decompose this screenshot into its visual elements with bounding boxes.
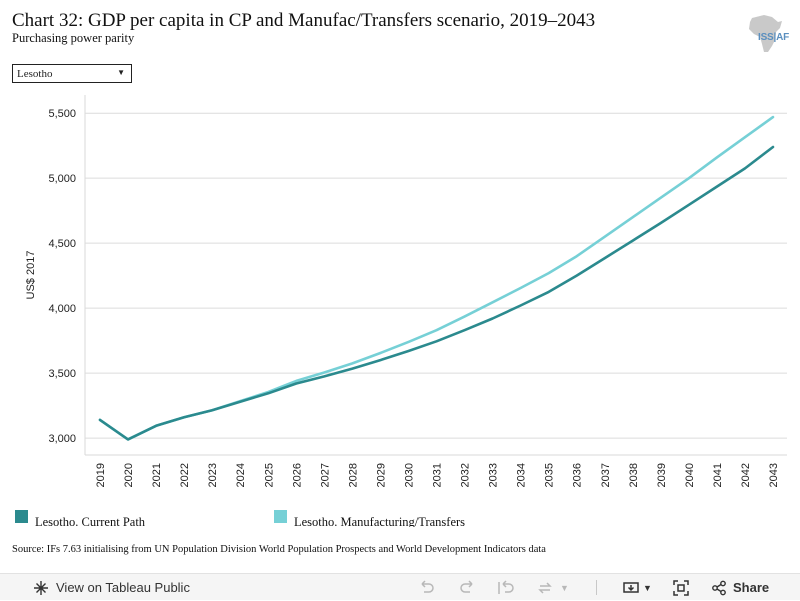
revert-icon xyxy=(498,579,514,594)
y-tick-label: 4,000 xyxy=(48,303,76,315)
refresh-button[interactable]: ▼ xyxy=(536,574,569,601)
chart-title: Chart 32: GDP per capita in CP and Manuf… xyxy=(12,10,596,31)
x-tick-label: 2035 xyxy=(544,463,556,487)
x-tick-label: 2028 xyxy=(347,463,359,487)
country-dropdown-value: Lesotho xyxy=(17,68,53,80)
share-icon xyxy=(712,580,726,595)
x-tick-label: 2025 xyxy=(263,463,275,487)
tableau-toolbar: View on Tableau Public ▼ ▼ xyxy=(0,573,800,600)
x-tick-label: 2026 xyxy=(291,463,303,487)
x-tick-label: 2041 xyxy=(712,463,724,487)
view-on-tableau-button[interactable]: View on Tableau Public xyxy=(33,574,190,601)
y-tick-label: 5,500 xyxy=(48,108,76,120)
series-line-current-path[interactable] xyxy=(98,145,775,441)
share-label: Share xyxy=(733,580,770,595)
series-lines xyxy=(98,115,775,441)
x-tick-label: 2023 xyxy=(207,463,219,487)
logo-text: ISS|AF xyxy=(758,32,790,43)
x-tick-label: 2024 xyxy=(235,463,247,487)
fullscreen-icon xyxy=(673,579,689,596)
series-line-manufacturing-transfers[interactable] xyxy=(98,115,775,441)
x-tick-label: 2040 xyxy=(684,463,696,487)
x-tick-label: 2038 xyxy=(628,463,640,487)
x-tick-label: 2036 xyxy=(572,463,584,487)
legend-swatch xyxy=(15,510,28,523)
fullscreen-button[interactable] xyxy=(673,574,689,601)
issafrica-logo xyxy=(749,15,782,52)
x-tick-label: 2030 xyxy=(403,463,415,487)
refresh-icon xyxy=(538,581,552,594)
view-on-tableau-label: View on Tableau Public xyxy=(56,580,190,595)
x-tick-label: 2021 xyxy=(151,463,163,487)
x-tick-label: 2039 xyxy=(656,463,668,487)
y-tick-label: 3,000 xyxy=(48,433,76,445)
chevron-down-icon: ▼ xyxy=(643,582,652,593)
y-tick-label: 5,000 xyxy=(48,173,76,185)
download-button[interactable]: ▼ xyxy=(622,574,652,601)
undo-icon xyxy=(421,579,434,593)
toolbar-divider xyxy=(596,580,597,595)
y-tick-label: 3,500 xyxy=(48,368,76,380)
chevron-down-icon: ▼ xyxy=(560,582,569,593)
redo-button[interactable] xyxy=(458,574,476,601)
legend-label: Lesotho. Manufacturing/Transfers xyxy=(294,515,466,527)
x-tick-label: 2043 xyxy=(768,463,780,487)
download-icon xyxy=(623,581,639,593)
gridlines xyxy=(84,95,787,456)
x-tick-label: 2032 xyxy=(460,463,472,487)
legend: Lesotho. Current Path Lesotho. Manufactu… xyxy=(0,500,800,527)
chart-subtitle: Purchasing power parity xyxy=(12,31,135,45)
y-tick-label: 4,500 xyxy=(48,238,76,250)
x-tick-label: 2034 xyxy=(516,463,528,487)
source-note: Source: IFs 7.63 initialising from UN Po… xyxy=(12,544,546,555)
x-tick-label: 2022 xyxy=(179,463,191,487)
share-button[interactable]: Share xyxy=(711,574,769,601)
y-axis-ticks: 3,000 3,500 4,000 4,500 5,000 5,500 xyxy=(48,108,76,445)
legend-swatch xyxy=(274,510,287,523)
x-tick-label: 2037 xyxy=(600,463,612,487)
chevron-down-icon: ▼ xyxy=(117,68,125,77)
x-tick-label: 2020 xyxy=(123,463,135,487)
x-tick-label: 2027 xyxy=(319,463,331,487)
undo-button[interactable] xyxy=(418,574,436,601)
y-axis-label: US$ 2017 xyxy=(25,251,37,300)
x-tick-label: 2031 xyxy=(432,463,444,487)
tableau-logo-icon xyxy=(34,580,48,595)
x-tick-label: 2029 xyxy=(375,463,387,487)
x-tick-label: 2019 xyxy=(95,463,107,487)
x-tick-label: 2042 xyxy=(740,463,752,487)
revert-button[interactable] xyxy=(497,574,515,601)
redo-icon xyxy=(460,579,473,593)
x-tick-label: 2033 xyxy=(488,463,500,487)
country-dropdown[interactable]: Lesotho ▼ xyxy=(12,64,132,83)
legend-label: Lesotho. Current Path xyxy=(35,515,146,527)
x-axis-ticks: 2019 2020 2021 2022 2023 2024 2025 2026 2027 2028… xyxy=(95,463,780,487)
